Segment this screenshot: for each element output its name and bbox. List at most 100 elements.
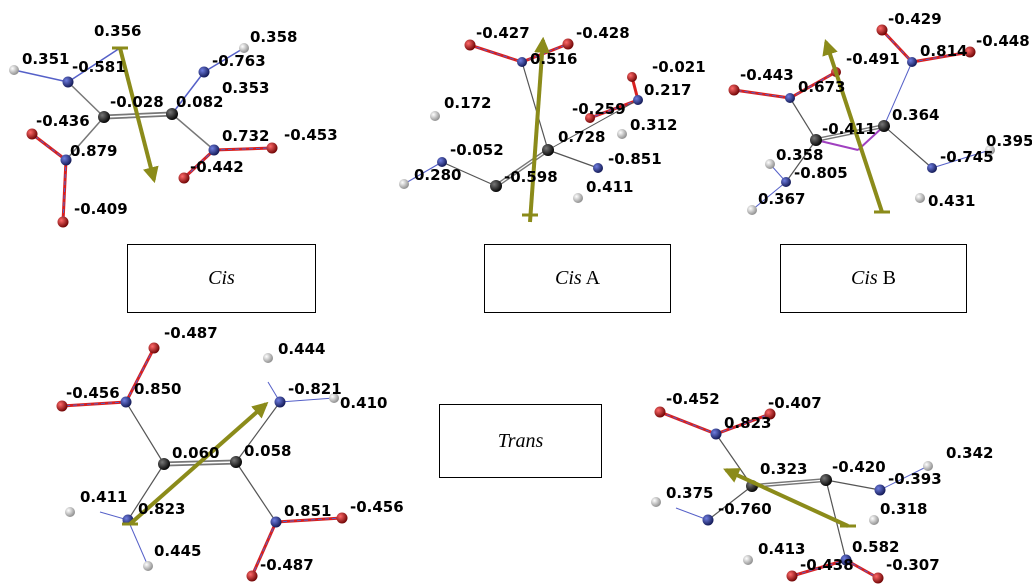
charge-label: -0.438 (800, 556, 854, 574)
charge-labels: -0.452 -0.407 0.823 0.342 0.323 -0.420 -… (666, 390, 993, 574)
charge-label: 0.431 (928, 192, 975, 210)
charge-label: 0.444 (278, 340, 325, 358)
charge-label: 0.318 (880, 500, 927, 518)
charge-label: 0.058 (244, 442, 291, 460)
oxygen-atom (764, 408, 776, 420)
hydrogen-atom (923, 461, 933, 471)
hydrogen-atom (329, 393, 339, 403)
charge-label: 0.353 (222, 79, 269, 97)
charge-label: -0.491 (846, 50, 900, 68)
oxygen-atom (56, 400, 68, 412)
charge-label: 0.582 (852, 538, 899, 556)
atoms (56, 342, 348, 582)
charge-label: 0.673 (798, 78, 845, 96)
hydrogen-atom (651, 497, 661, 507)
hydrogen-atom (869, 515, 879, 525)
label-trans: Trans (439, 404, 602, 478)
label-suffix: B (877, 267, 897, 289)
charge-label: 0.082 (176, 93, 223, 111)
charge-label: 0.411 (80, 488, 127, 506)
charge-label: 0.172 (444, 94, 491, 112)
oxygen-atom (627, 72, 637, 82)
oxygen-atom (178, 172, 190, 184)
hydrogen-atom (430, 111, 440, 121)
hydrogen-atom (573, 193, 583, 203)
charge-label: 0.367 (758, 190, 805, 208)
charge-label: 0.814 (920, 42, 967, 60)
carbon-atom (230, 456, 242, 468)
carbon-atom (820, 474, 832, 486)
atoms (9, 43, 278, 228)
nitrogen-atom (274, 396, 286, 408)
nitrogen-atom (437, 157, 447, 167)
nitrogen-atom (208, 144, 220, 156)
structure-trans-2: -0.452 -0.407 0.823 0.342 0.323 -0.420 -… (651, 390, 993, 584)
nitrogen-atom (907, 57, 917, 67)
charge-labels: -0.429 -0.448 0.814 -0.491 -0.443 0.673 … (740, 10, 1032, 210)
label-italic: Cis (208, 267, 235, 289)
charge-label: -0.745 (940, 148, 994, 166)
nitrogen-atom (198, 66, 210, 78)
structure-cis-b: -0.429 -0.448 0.814 -0.491 -0.443 0.673 … (728, 10, 1032, 215)
charge-label: -0.436 (36, 112, 90, 130)
charge-label: -0.393 (888, 470, 942, 488)
charge-label: 0.413 (758, 540, 805, 558)
charge-label: 0.823 (138, 500, 185, 518)
charge-label: 0.410 (340, 394, 387, 412)
nitrogen-atom (60, 154, 72, 166)
charge-label: -0.453 (284, 126, 338, 144)
charge-label: 0.217 (644, 81, 691, 99)
label-suffix: A (581, 267, 601, 289)
carbon-atom (166, 108, 178, 120)
hydrogen-atom (143, 561, 153, 571)
charge-label: -0.452 (666, 390, 720, 408)
nitrogen-atom (62, 76, 74, 88)
atoms (651, 406, 933, 584)
dipole-arrow (822, 38, 890, 214)
charge-label: 0.728 (558, 128, 605, 146)
nitrogen-atom (710, 428, 722, 440)
oxygen-atom (26, 128, 38, 140)
carbon-atom (878, 120, 890, 132)
charge-label: 0.879 (70, 142, 117, 160)
charge-label: -0.581 (72, 58, 126, 76)
charge-label: 0.351 (22, 50, 69, 68)
charge-label: -0.443 (740, 66, 794, 84)
charge-label: -0.307 (886, 556, 940, 574)
charge-label: -0.028 (110, 93, 164, 111)
dipole-arrow (122, 401, 269, 526)
bonds (733, 28, 991, 211)
charge-label: 0.280 (414, 166, 461, 184)
charge-label: -0.763 (212, 52, 266, 70)
carbon-atom (158, 458, 170, 470)
hydrogen-atom (743, 555, 753, 565)
oxygen-atom (464, 39, 476, 51)
oxygen-atom (654, 406, 666, 418)
charge-label: -0.021 (652, 58, 706, 76)
hydrogen-atom (617, 129, 627, 139)
oxygen-atom (266, 142, 278, 154)
nitrogen-atom (633, 95, 643, 105)
nitrogen-atom (270, 516, 282, 528)
charge-label: 0.516 (530, 50, 577, 68)
charge-label: 0.356 (94, 22, 141, 40)
nitrogen-atom (874, 484, 886, 496)
charge-labels: -0.427 -0.428 0.516 -0.021 0.217 0.172 -… (414, 24, 706, 196)
charge-labels: -0.487 0.444 -0.456 0.850 -0.821 0.410 0… (66, 324, 404, 574)
label-italic: Cis (554, 267, 582, 289)
charge-label: -0.407 (768, 394, 822, 412)
hydrogen-atom (399, 179, 409, 189)
nitrogen-atom (927, 163, 937, 173)
charge-label: -0.428 (576, 24, 630, 42)
oxygen-atom (964, 46, 976, 58)
charge-label: -0.429 (888, 10, 942, 28)
hydrogen-atom (765, 159, 775, 169)
oxygen-atom (872, 572, 884, 584)
carbon-atom (98, 111, 110, 123)
charge-label: -0.409 (74, 200, 128, 218)
oxygen-atom (336, 512, 348, 524)
charge-label: -0.598 (504, 168, 558, 186)
charge-label: 0.358 (776, 146, 823, 164)
